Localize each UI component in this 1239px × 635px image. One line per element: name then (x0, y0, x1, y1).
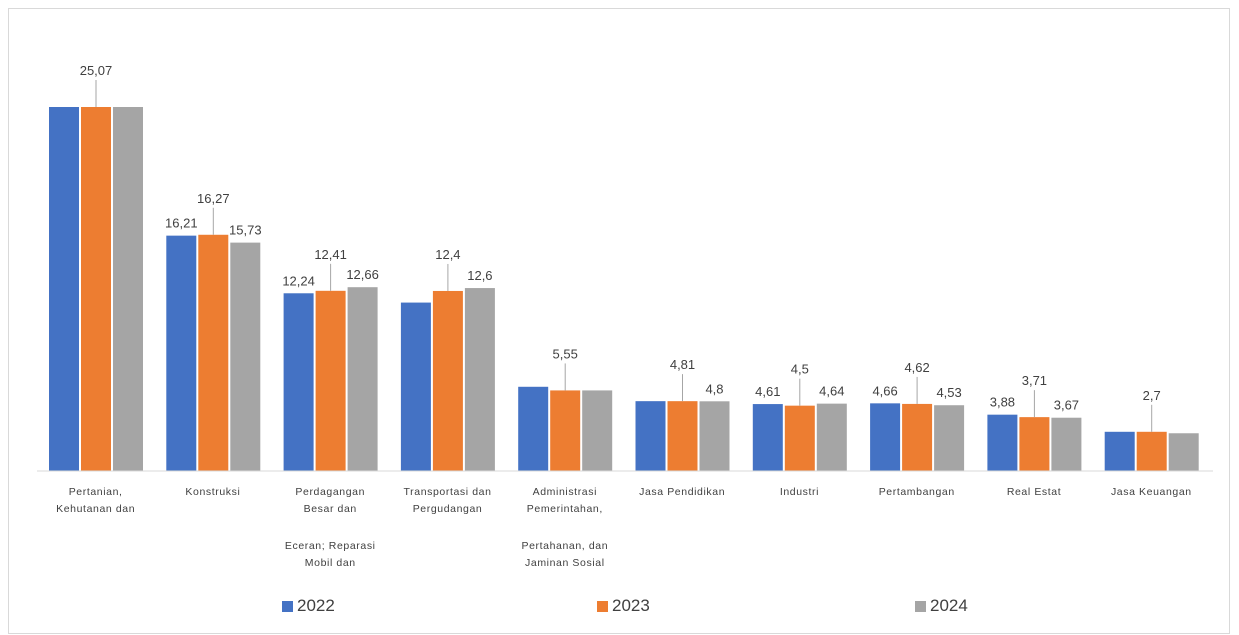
legend-swatch-2024 (915, 600, 926, 612)
bar-2024 (113, 107, 143, 471)
bar-2024 (934, 405, 965, 471)
bar-2022 (870, 403, 901, 471)
data-label: 12,4 (435, 247, 460, 262)
data-label: 12,41 (314, 247, 347, 262)
bar-2023 (784, 405, 815, 471)
legend-item-2022: 2022 (282, 596, 335, 616)
category-label: Real Estat (1007, 486, 1061, 498)
data-label: 4,64 (819, 384, 844, 399)
category-label: Transportasi dan (404, 486, 492, 498)
category-label: Mobil dan (305, 557, 356, 569)
bar-2023 (198, 234, 229, 471)
bar-2022 (1104, 431, 1135, 471)
data-label: 4,61 (755, 384, 780, 399)
bar-2022 (283, 293, 314, 471)
bar-2023 (1136, 431, 1167, 471)
bar-2023 (667, 401, 698, 471)
bar-2023 (550, 390, 581, 471)
category-label: Pertambangan (879, 486, 955, 498)
bar-2023 (432, 290, 463, 471)
bar-2023 (902, 403, 933, 471)
bar-2023 (81, 107, 111, 471)
data-label: 3,71 (1022, 373, 1047, 388)
bar-2024 (230, 242, 261, 471)
data-label: 3,88 (990, 395, 1015, 410)
category-label: Jasa Keuangan (1111, 486, 1192, 498)
data-label: 4,53 (936, 385, 961, 400)
category-label: Jaminan Sosial (525, 557, 605, 569)
bar-2023 (1019, 417, 1050, 471)
data-label: 4,8 (705, 381, 723, 396)
legend-label-2022: 2022 (297, 596, 335, 615)
bar-2024 (582, 390, 613, 471)
category-label: Pemerintahan, (527, 503, 603, 515)
legend-label-2024: 2024 (930, 596, 968, 615)
bar-2024 (816, 403, 847, 471)
category-label: Industri (780, 486, 819, 498)
bar-2024 (464, 288, 495, 471)
legend-swatch-2022 (282, 600, 293, 612)
bar-2022 (752, 404, 783, 471)
bar-2024 (1168, 433, 1199, 471)
bar-2022 (987, 414, 1018, 471)
category-label: Perdagangan (295, 486, 365, 498)
category-label: Pergudangan (413, 503, 483, 515)
legend-item-2023: 2023 (597, 596, 650, 616)
bar-2022 (400, 302, 431, 471)
data-label: 12,6 (467, 268, 492, 283)
bar-2023 (315, 290, 346, 471)
bar-2022 (518, 386, 549, 471)
data-label: 4,66 (872, 383, 897, 398)
bar-2022 (49, 107, 79, 471)
data-label: 2,7 (1143, 388, 1161, 403)
category-label: Konstruksi (185, 486, 240, 498)
category-label: Pertanian, (69, 486, 123, 498)
category-label: Kehutanan dan (56, 503, 135, 515)
bar-2022 (166, 235, 197, 471)
bar-2022 (635, 401, 666, 471)
data-label: 25,07 (80, 63, 113, 78)
bar-2024 (699, 401, 730, 471)
category-label: Jasa Pendidikan (639, 486, 725, 498)
data-label: 16,27 (197, 191, 230, 206)
legend-swatch-2023 (597, 600, 608, 612)
bar-2024 (347, 287, 378, 471)
data-label: 5,55 (553, 346, 578, 361)
data-label: 4,62 (904, 360, 929, 375)
legend-item-2024: 2024 (915, 596, 968, 616)
data-label: 4,5 (791, 362, 809, 377)
category-label: Administrasi (533, 486, 597, 498)
category-label: Pertahanan, dan (522, 540, 609, 552)
data-label: 16,21 (165, 216, 198, 231)
category-label: Eceran; Reparasi (285, 540, 376, 552)
data-label: 3,67 (1054, 398, 1079, 413)
data-label: 12,66 (346, 267, 379, 282)
bar-2024 (1051, 417, 1082, 471)
category-label: Besar dan (304, 503, 357, 515)
legend-label-2023: 2023 (612, 596, 650, 615)
data-label: 12,24 (282, 273, 315, 288)
data-label: 4,81 (670, 357, 695, 372)
data-label: 15,73 (229, 223, 262, 238)
